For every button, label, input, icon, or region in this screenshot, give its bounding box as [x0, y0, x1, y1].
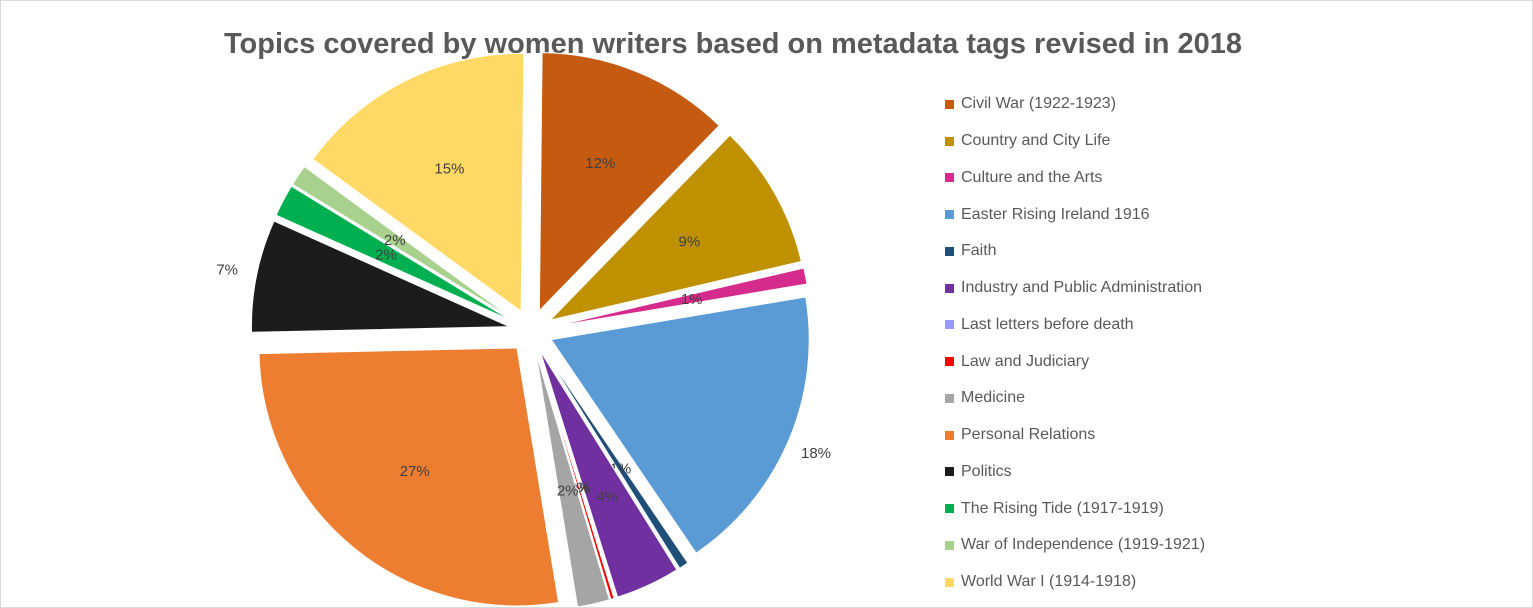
data-label-easter-rising-ireland-1916: 18%: [801, 445, 831, 462]
data-label-industry-and-public-administration: 4%: [596, 488, 618, 505]
legend-label: Industry and Public Administration: [961, 279, 1203, 297]
data-label-politics: 7%: [216, 261, 238, 278]
legend-swatch: [945, 320, 954, 330]
legend-label: Last letters before death: [961, 315, 1134, 333]
legend-item-country-and-city-life: Country and City Life: [945, 123, 1305, 160]
legend-swatch: [945, 467, 954, 477]
data-label-war-of-independence-1919-1921: 2%: [384, 232, 406, 249]
legend-swatch: [945, 540, 954, 550]
pie-slice-world-war-i-1914-1918: [312, 52, 525, 313]
pie-slice-industry-and-public-administration: [539, 350, 678, 598]
legend-swatch: [945, 136, 954, 146]
legend-label: Medicine: [961, 389, 1026, 407]
pie-slice-civil-war-1922-1923: [538, 52, 720, 312]
pie-slice-politics: [250, 220, 510, 333]
data-label-civil-war-1922-1923: 12%: [585, 155, 615, 172]
pie-slice-the-rising-tide-1917-1919: [275, 185, 512, 322]
legend-label: Politics: [961, 462, 1012, 480]
legend-label: Faith: [961, 242, 997, 260]
legend-item-medicine: Medicine: [945, 380, 1305, 417]
legend-item-faith: Faith: [945, 233, 1305, 270]
legend-swatch: [945, 283, 954, 293]
legend-item-politics: Politics: [945, 454, 1305, 491]
pie-slice-law-and-judiciary: [536, 351, 615, 600]
legend-swatch: [945, 504, 954, 514]
pie-slice-easter-rising-ireland-1916: [550, 296, 810, 554]
data-label-personal-relations: 27%: [400, 463, 430, 480]
legend-swatch: [945, 246, 954, 256]
data-label-the-rising-tide-1917-1919: 2%: [375, 247, 397, 264]
legend-item-the-rising-tide-1917-1919: The Rising Tide (1917-1919): [945, 490, 1305, 527]
legend: Civil War (1922-1923) Country and City Li…: [945, 86, 1305, 601]
pie-slice-country-and-city-life: [548, 134, 802, 322]
legend-item-law-and-judiciary: Law and Judiciary: [945, 343, 1305, 380]
data-label-medicine: 2%: [557, 483, 579, 500]
pie-slice-war-of-independence-1919-1921: [291, 165, 514, 320]
pie-slice-medicine: [535, 352, 611, 608]
data-label-culture-and-the-arts: 1%: [681, 291, 703, 308]
legend-label: Civil War (1922-1923): [961, 95, 1117, 113]
legend-label: Culture and the Arts: [961, 168, 1103, 186]
legend-swatch: [945, 393, 954, 403]
legend-item-war-of-independence-1919-1921: War of Independence (1919-1921): [945, 527, 1305, 564]
legend-item-personal-relations: Personal Relations: [945, 417, 1305, 454]
pie-slice-faith: [542, 349, 689, 569]
legend-item-civil-war-1922-1923: Civil War (1922-1923): [945, 86, 1305, 123]
data-label-country-and-city-life: 9%: [679, 233, 701, 250]
legend-swatch: [945, 577, 954, 587]
legend-label: War of Independence (1919-1921): [961, 536, 1206, 554]
legend-label: The Rising Tide (1917-1919): [961, 499, 1164, 517]
legend-label: World War I (1914-1918): [961, 573, 1137, 591]
legend-item-world-war-i-1914-1918: World War I (1914-1918): [945, 564, 1305, 601]
legend-item-last-letters-before-death: Last letters before death: [945, 307, 1305, 344]
legend-label: Personal Relations: [961, 426, 1096, 444]
legend-label: Country and City Life: [961, 132, 1111, 150]
legend-swatch: [945, 357, 954, 367]
pie-slice-personal-relations: [258, 347, 560, 607]
legend-label: Law and Judiciary: [961, 352, 1090, 370]
chart-title: Topics covered by women writers based on…: [223, 28, 1243, 60]
legend-item-culture-and-the-arts: Culture and the Arts: [945, 160, 1305, 197]
data-label-world-war-i-1914-1918: 15%: [434, 160, 464, 177]
legend-swatch: [945, 210, 954, 220]
pie-slice-culture-and-the-arts: [552, 267, 808, 328]
legend-item-industry-and-public-administration: Industry and Public Administration: [945, 270, 1305, 307]
legend-swatch: [945, 430, 954, 440]
legend-label: Easter Rising Ireland 1916: [961, 205, 1150, 223]
legend-item-easter-rising-ireland-1916: Easter Rising Ireland 1916: [945, 196, 1305, 233]
legend-swatch: [945, 99, 954, 109]
legend-swatch: [945, 173, 954, 183]
